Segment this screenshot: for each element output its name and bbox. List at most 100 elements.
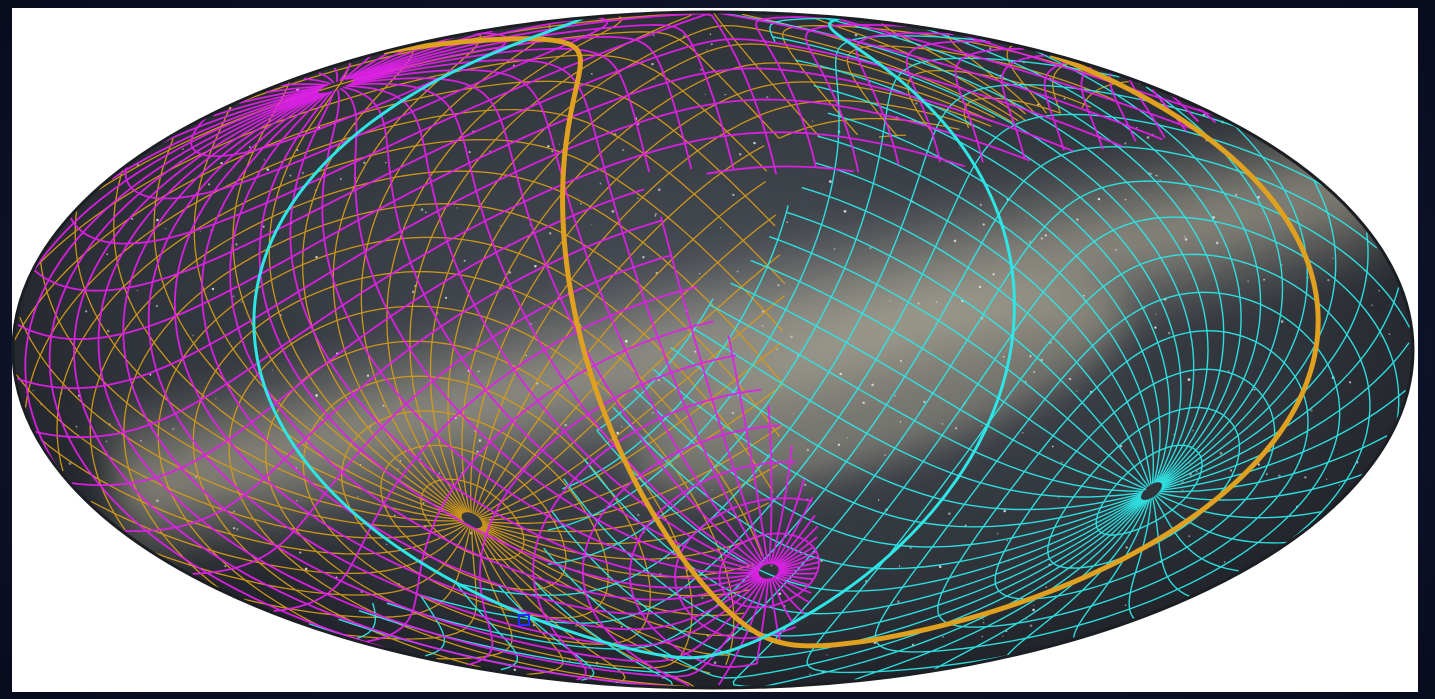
star (1032, 608, 1035, 612)
star (591, 223, 593, 226)
star (1006, 539, 1008, 542)
star (935, 301, 938, 303)
star (298, 551, 302, 554)
star (637, 513, 640, 517)
grid-line (239, 86, 1217, 586)
star (1172, 434, 1175, 436)
star (224, 565, 227, 568)
star (1349, 381, 1352, 384)
star (1253, 388, 1256, 391)
star (1263, 278, 1265, 281)
grid-line (335, 527, 478, 640)
grid-line (33, 90, 795, 625)
grid-line (772, 36, 1195, 483)
grid-line (1160, 342, 1410, 490)
grid-line (817, 135, 1154, 484)
star (1033, 371, 1035, 373)
grid-line (273, 286, 698, 612)
grid-line (354, 498, 1151, 640)
star (710, 43, 713, 46)
star (385, 161, 387, 164)
star (915, 102, 918, 105)
star (1230, 469, 1233, 472)
star (315, 394, 318, 397)
star (900, 359, 903, 362)
star (1304, 476, 1307, 479)
star (989, 47, 992, 50)
star (652, 34, 655, 37)
star (1076, 218, 1079, 221)
star (909, 546, 912, 550)
grid-line (801, 186, 1151, 486)
grid-line (73, 92, 768, 688)
star (964, 524, 967, 527)
star (869, 246, 872, 250)
grid-line (321, 89, 759, 575)
star (982, 223, 985, 226)
star (1192, 429, 1194, 432)
star (846, 437, 848, 439)
grid-line (769, 236, 1148, 489)
star (700, 68, 703, 71)
star (393, 514, 396, 517)
star (620, 625, 623, 628)
star (1167, 331, 1171, 335)
star (770, 564, 773, 567)
grid-line (151, 525, 470, 596)
star (981, 636, 983, 638)
star (106, 329, 110, 333)
star (534, 264, 537, 268)
star (424, 211, 427, 214)
star (657, 379, 660, 382)
star (1155, 174, 1158, 177)
star (953, 239, 957, 243)
star (701, 596, 704, 600)
star (654, 214, 657, 217)
star (547, 145, 550, 148)
grid-line (813, 85, 1171, 483)
grid-line (543, 499, 1144, 679)
star (761, 324, 764, 328)
star (790, 335, 793, 339)
star (1325, 478, 1328, 481)
grid-line (97, 92, 766, 678)
sky-outline (11, 10, 1415, 690)
star (263, 159, 266, 161)
star (1051, 445, 1054, 448)
star (1195, 470, 1198, 473)
grid-line (345, 85, 761, 570)
grid-line (71, 165, 854, 486)
star (1257, 195, 1260, 199)
grid-line (289, 89, 760, 580)
star (1136, 127, 1138, 129)
star (32, 389, 34, 392)
star (382, 404, 385, 407)
star (793, 413, 795, 415)
grid-line (994, 368, 1276, 600)
star (385, 543, 388, 546)
star (397, 467, 400, 470)
star (711, 489, 713, 491)
star (568, 659, 571, 662)
star (778, 592, 782, 596)
grid-line (358, 180, 1411, 674)
grid-line (1095, 444, 1203, 536)
star (477, 370, 480, 373)
star (211, 287, 215, 291)
star (621, 426, 623, 428)
grid-line (1156, 493, 1322, 519)
star (220, 161, 223, 165)
grid-line (937, 329, 1309, 628)
grid-line (478, 527, 711, 674)
grid-line (70, 12, 1163, 245)
grid-line (48, 91, 769, 664)
grid-line (341, 410, 609, 619)
star (289, 174, 292, 177)
grid-line (670, 346, 1143, 511)
grid-line (351, 69, 765, 567)
star (621, 148, 625, 152)
grid-line (90, 500, 469, 575)
star (1002, 355, 1005, 358)
star (826, 654, 829, 656)
star (1146, 136, 1150, 139)
